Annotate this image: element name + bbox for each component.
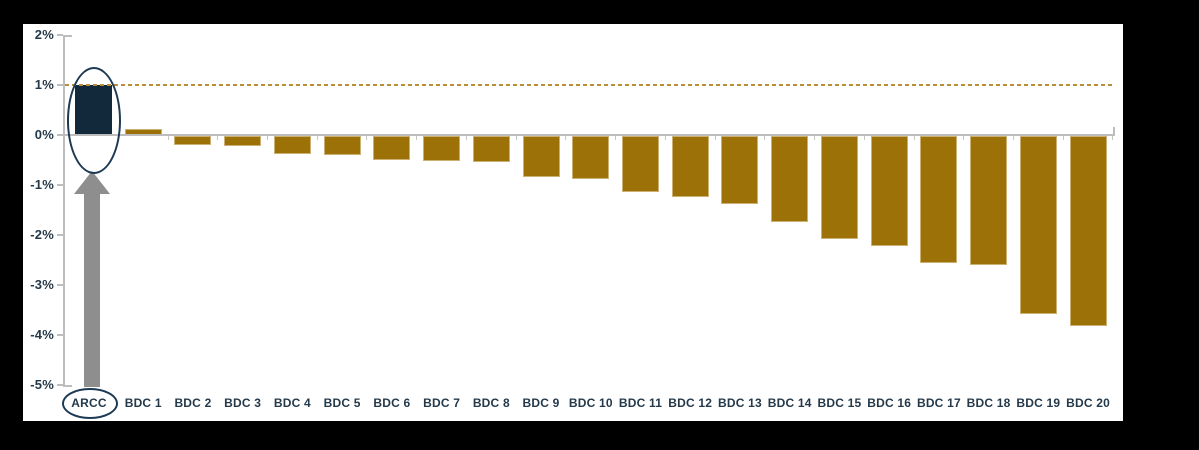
x-axis-label-bdc-5: BDC 5 [323,396,361,410]
y-axis-line [63,35,65,387]
y-axis-tick-label: -4% [30,327,54,342]
x-axis-label-bdc-20: BDC 20 [1066,396,1111,410]
y-axis-tick [57,84,63,86]
category-tick [863,136,865,140]
x-axis-label-bdc-15: BDC 15 [817,396,862,410]
x-axis-label-bdc-12: BDC 12 [668,396,713,410]
bar-bdc-15 [820,136,858,239]
bar-bdc-14 [771,136,809,222]
category-tick [913,136,915,140]
x-axis-label-bdc-1: BDC 1 [124,396,162,410]
category-tick [1112,136,1114,140]
y-axis-tick [57,134,63,136]
bar-bdc-20 [1069,136,1107,326]
category-tick [465,136,467,140]
category-tick [764,136,766,140]
y-axis-bottom-cap [63,385,72,387]
y-axis-tick-label: 1% [34,77,54,92]
category-tick [565,136,567,140]
bar-bdc-17 [920,136,958,263]
category-tick [1062,136,1064,140]
bar-bdc-8 [472,136,510,162]
bar-bdc-19 [1019,136,1057,314]
x-axis-label-bdc-13: BDC 13 [718,396,762,410]
x-axis-label-bdc-6: BDC 6 [373,396,411,410]
bar-bdc-5 [323,136,361,155]
bar-bdc-3 [224,136,262,146]
x-axis-label-bdc-3: BDC 3 [224,396,262,410]
category-tick [366,136,368,140]
category-tick [714,136,716,140]
bar-bdc-10 [572,136,610,179]
bar-bdc-12 [671,136,709,197]
y-axis-tick-label: -5% [30,377,54,392]
category-tick [615,136,617,140]
category-tick [963,136,965,140]
category-tick [664,136,666,140]
category-tick [1012,136,1014,140]
bar-bdc-4 [273,136,311,154]
x-axis-label-bdc-17: BDC 17 [916,396,961,410]
arcc-label-ellipse [62,388,118,419]
bar-bdc-7 [423,136,461,161]
y-axis-tick-label: -3% [30,277,54,292]
bar-bdc-9 [522,136,560,177]
x-axis-label-bdc-11: BDC 11 [618,396,663,410]
x-axis-label-bdc-7: BDC 7 [423,396,461,410]
one-percent-dashed-line [65,84,1113,86]
bar-bdc-16 [870,136,908,246]
x-axis-right-cap [1113,127,1115,135]
y-axis-tick [57,284,63,286]
x-axis-line [63,134,1115,136]
y-axis-tick [57,184,63,186]
up-arrow-head-icon [73,171,110,194]
y-axis-tick-label: -2% [30,227,54,242]
y-axis-tick-label: 2% [34,27,54,42]
category-tick [515,136,517,140]
category-tick [217,136,219,140]
category-tick [416,136,418,140]
y-axis-tick [57,384,63,386]
y-axis-tick-label: 0% [34,127,54,142]
x-axis-label-bdc-9: BDC 9 [522,396,560,410]
y-axis-tick-label: -1% [30,177,54,192]
y-axis-tick [57,334,63,336]
category-tick [814,136,816,140]
x-axis-label-bdc-10: BDC 10 [568,396,613,410]
x-axis-label-bdc-18: BDC 18 [966,396,1011,410]
x-axis-label-bdc-4: BDC 4 [273,396,311,410]
bar-bdc-13 [721,136,759,204]
x-axis-label-bdc-16: BDC 16 [867,396,912,410]
up-arrow-shaft [84,194,100,387]
x-axis-label-bdc-8: BDC 8 [472,396,510,410]
bar-bdc-18 [970,136,1008,265]
x-axis-label-bdc-2: BDC 2 [174,396,212,410]
bar-bdc-6 [373,136,411,160]
x-axis-label-bdc-19: BDC 19 [1016,396,1061,410]
bar-bdc-2 [174,136,212,145]
y-axis-tick [57,234,63,236]
category-tick [267,136,269,140]
y-axis-tick [57,34,63,36]
bar-bdc-11 [622,136,660,192]
category-tick [167,136,169,140]
y-axis-top-cap [63,35,72,37]
x-axis-label-bdc-14: BDC 14 [767,396,812,410]
category-tick [316,136,318,140]
arcc-bar-ellipse [67,67,121,174]
